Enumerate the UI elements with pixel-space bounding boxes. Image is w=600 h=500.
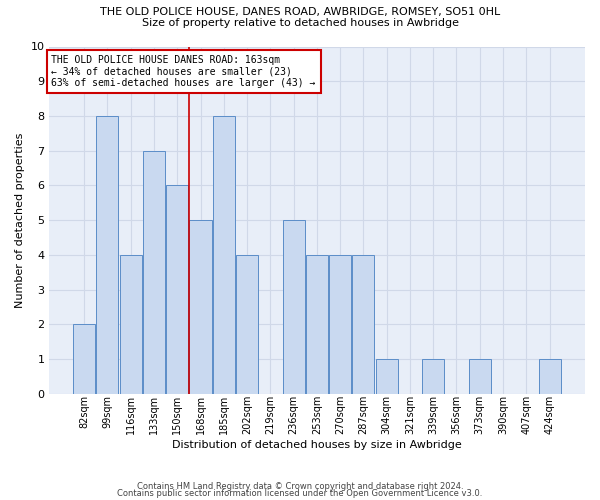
Bar	[166, 186, 188, 394]
Text: Size of property relative to detached houses in Awbridge: Size of property relative to detached ho…	[142, 18, 458, 28]
Y-axis label: Number of detached properties: Number of detached properties	[15, 132, 25, 308]
Text: THE OLD POLICE HOUSE, DANES ROAD, AWBRIDGE, ROMSEY, SO51 0HL: THE OLD POLICE HOUSE, DANES ROAD, AWBRID…	[100, 8, 500, 18]
Bar	[213, 116, 235, 394]
Bar	[190, 220, 212, 394]
Text: Contains HM Land Registry data © Crown copyright and database right 2024.: Contains HM Land Registry data © Crown c…	[137, 482, 463, 491]
Bar	[539, 359, 560, 394]
X-axis label: Distribution of detached houses by size in Awbridge: Distribution of detached houses by size …	[172, 440, 462, 450]
Bar	[329, 255, 351, 394]
Bar	[236, 255, 258, 394]
Bar	[97, 116, 118, 394]
Bar	[119, 255, 142, 394]
Text: Contains public sector information licensed under the Open Government Licence v3: Contains public sector information licen…	[118, 489, 482, 498]
Bar	[352, 255, 374, 394]
Bar	[306, 255, 328, 394]
Bar	[469, 359, 491, 394]
Bar	[422, 359, 444, 394]
Bar	[73, 324, 95, 394]
Bar	[283, 220, 305, 394]
Bar	[376, 359, 398, 394]
Bar	[143, 150, 165, 394]
Text: THE OLD POLICE HOUSE DANES ROAD: 163sqm
← 34% of detached houses are smaller (23: THE OLD POLICE HOUSE DANES ROAD: 163sqm …	[52, 55, 316, 88]
